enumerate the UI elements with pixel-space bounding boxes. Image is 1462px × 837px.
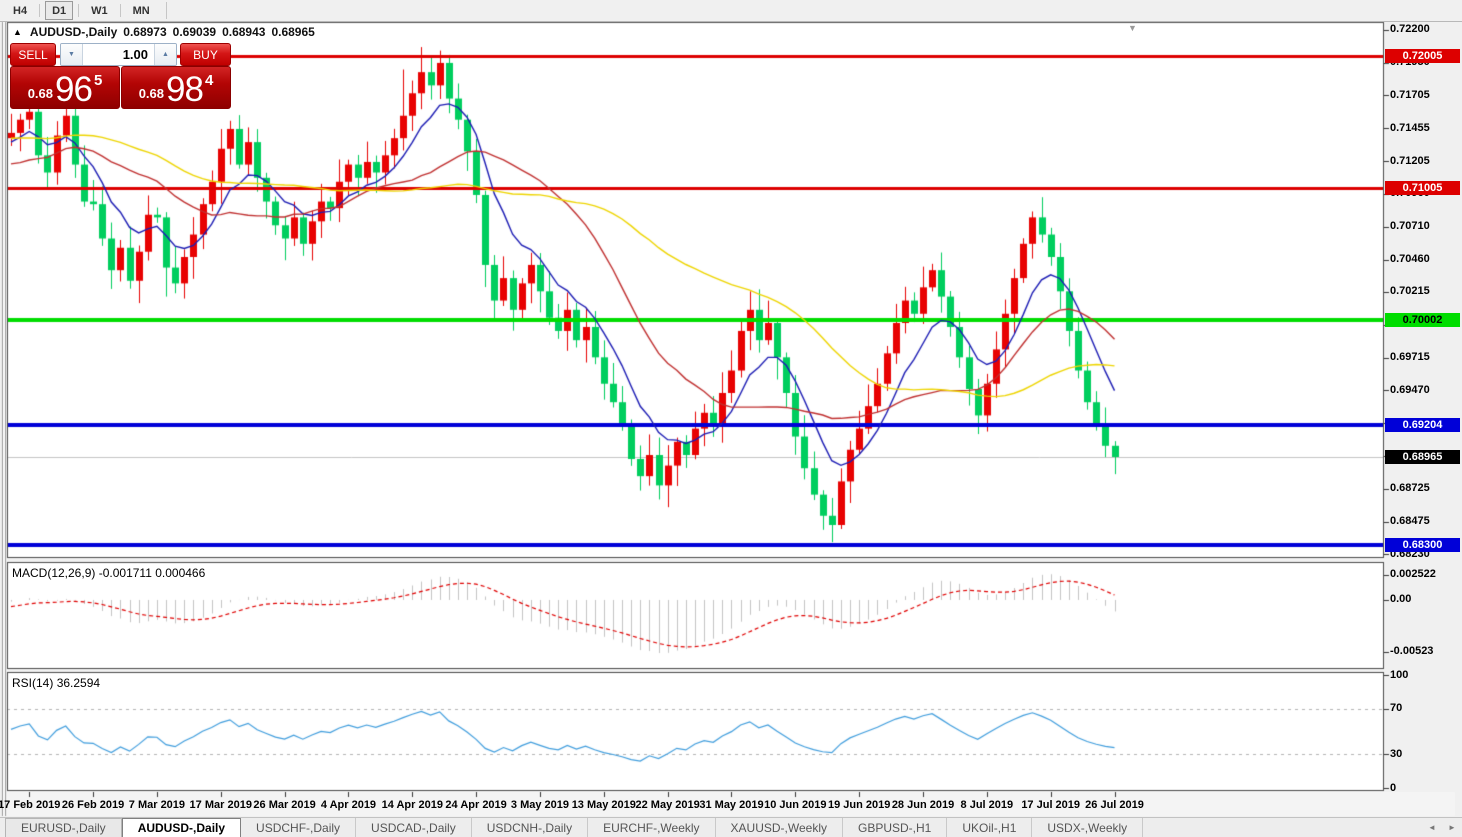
sell-button-label: SELL [18,47,48,62]
ohlc-high: 0.69039 [172,25,217,39]
macd-values: -0.001711 0.000466 [98,566,206,580]
volume-stepper: ▼ ▲ [60,43,177,66]
volume-decrease-button[interactable]: ▼ [61,44,83,65]
timeframe-button-d1[interactable]: D1 [45,1,74,20]
timeframe-button-w1[interactable]: W1 [91,4,108,17]
toolbar-separator [119,4,121,17]
sell-button[interactable]: SELL [10,43,56,66]
timeframe-button-mn[interactable]: MN [132,4,150,17]
buy-price-prefix: 0.68 [138,86,165,101]
date-axis-label: 17 Feb 2019 [0,799,61,811]
date-axis-label: 26 Jul 2019 [1085,799,1144,811]
symbol-tab-eurusd-daily[interactable]: EURUSD-,Daily [5,818,122,837]
symbol-tab-usdcnh-daily[interactable]: USDCNH-,Daily [471,818,589,837]
symbol-period-label: AUDUSD-,Daily [29,25,118,39]
rsi-axis-label: 100 [1390,668,1409,681]
date-axis-label: 13 May 2019 [571,799,636,811]
macd-name: MACD(12,26,9) [12,566,96,580]
collapse-panel-icon[interactable]: ▲ [13,27,22,37]
date-axis-label: 8 Jul 2019 [960,799,1014,811]
chevron-down-icon: ▼ [68,51,75,58]
price-axis-label: 0.71705 [1390,88,1430,101]
date-axis-label: 17 Mar 2019 [189,799,252,811]
symbol-tab-usdx-weekly[interactable]: USDX-,Weekly [1032,818,1144,837]
buy-button[interactable]: BUY [180,43,231,66]
buy-price-pip: 4 [204,72,214,89]
symbol-tab-usdchf-daily[interactable]: USDCHF-,Daily [241,818,357,837]
sell-price-pip: 5 [93,72,103,89]
buy-button-label: BUY [193,47,218,62]
date-axis-label: 24 Apr 2019 [445,799,507,811]
date-axis-label: 14 Apr 2019 [381,799,443,811]
price-axis-label: 0.69470 [1390,383,1430,396]
buy-price-box[interactable]: 0.68 98 4 [121,66,231,109]
date-axis-label: 26 Mar 2019 [253,799,316,811]
sell-price-big: 96 [55,70,93,109]
price-axis-label: 0.72200 [1390,23,1430,36]
toolbar-separator [78,4,80,17]
date-axis-label: 19 Jun 2019 [827,799,891,811]
ohlc-close: 0.68965 [271,25,315,39]
hline-price-badge: 0.70002 [1385,313,1460,328]
volume-increase-button[interactable]: ▲ [154,44,176,65]
hline-price-badge: 0.68300 [1385,537,1460,552]
hline-price-badge: 0.72005 [1385,48,1460,63]
buy-price-big: 98 [166,70,204,109]
tab-scroll-left-icon[interactable]: ◄ [1428,823,1436,832]
price-axis-label: 0.70460 [1390,253,1430,266]
rsi-axis-label: 0 [1390,781,1397,794]
symbol-tab-audusd-daily[interactable]: AUDUSD-,Daily [121,818,242,837]
volume-input[interactable] [83,44,154,65]
date-axis-label: 10 Jun 2019 [764,799,827,811]
rsi-name: RSI(14) [12,676,54,690]
price-axis-label: 0.68475 [1390,515,1430,528]
price-axis-label: 0.71455 [1390,121,1430,134]
price-axis-label: 0.69715 [1390,351,1430,364]
symbol-tab-eurchf-weekly[interactable]: EURCHF-,Weekly [588,818,716,837]
macd-axis-label: -0.00523 [1390,645,1434,658]
timeframe-button-h4[interactable]: H4 [13,4,28,17]
macd-axis-label: 0.00 [1390,593,1412,606]
ohlc-open: 0.68973 [123,25,167,39]
rsi-label: RSI(14) 36.2594 [12,676,100,690]
date-axis-label: 31 May 2019 [699,799,764,811]
toolbar-separator [39,4,41,17]
sell-price-prefix: 0.68 [27,86,54,101]
date-axis-label: 17 Jul 2019 [1021,799,1081,811]
symbol-tab-xauusd-weekly[interactable]: XAUUSD-,Weekly [715,818,843,837]
toolbar-separator [165,2,167,19]
price-axis-label: 0.70710 [1390,220,1430,233]
symbol-tab-bar: EURUSD-,Daily AUDUSD-,Daily USDCHF-,Daily U… [0,817,1462,837]
rsi-value: 36.2594 [56,676,101,690]
timeframe-toolbar: H4 D1 W1 MN [0,0,1462,22]
tab-scroll-right-icon[interactable]: ► [1448,823,1456,832]
date-axis-label: 4 Apr 2019 [320,799,377,811]
symbol-tab-ukoil-h1[interactable]: UKOil-,H1 [947,818,1033,837]
chart-header: ▲ AUDUSD-,Daily 0.68973 0.69039 0.68943 … [13,25,315,39]
current-price-badge: 0.68965 [1385,450,1460,464]
hline-price-badge: 0.71005 [1385,180,1460,195]
symbol-tab-usdcad-daily[interactable]: USDCAD-,Daily [356,818,472,837]
date-axis-label: 3 May 2019 [510,799,570,811]
date-axis-label: 26 Feb 2019 [61,799,125,811]
price-axis-label: 0.70215 [1390,285,1430,298]
date-axis-label: 22 May 2019 [635,799,700,811]
chevron-up-icon: ▲ [162,51,169,58]
macd-axis-label: 0.002522 [1390,568,1436,581]
chart-shift-marker-icon[interactable]: ▼ [1128,23,1137,33]
macd-label: MACD(12,26,9) -0.001711 0.000466 [12,566,205,580]
date-axis-label: 28 Jun 2019 [891,799,955,811]
price-axis-label: 0.71205 [1390,154,1430,167]
sell-price-box[interactable]: 0.68 96 5 [10,66,120,109]
hline-price-badge: 0.69204 [1385,418,1460,433]
rsi-axis-label: 70 [1390,702,1403,715]
price-axis-label: 0.68725 [1390,482,1430,495]
rsi-axis-label: 30 [1390,747,1403,760]
date-axis-label: 7 Mar 2019 [128,799,186,811]
symbol-tab-gbpusd-h1[interactable]: GBPUSD-,H1 [843,818,948,837]
ohlc-low: 0.68943 [222,25,266,39]
